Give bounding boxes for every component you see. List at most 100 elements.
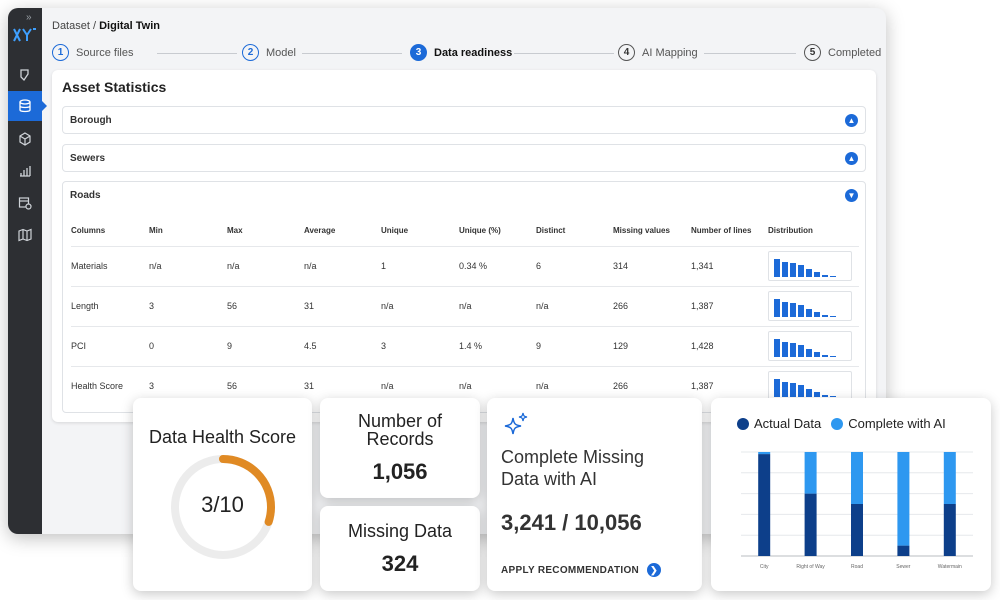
column-header: Distribution <box>768 226 813 236</box>
card-title-line1: Number of <box>357 411 443 431</box>
sidebar-item-model[interactable] <box>8 124 42 154</box>
number-of-records-card: Number of Records 1,056 <box>320 398 480 498</box>
step-connector <box>302 53 402 54</box>
card-title: Data Health Score <box>148 427 297 447</box>
apply-recommendation-button[interactable]: APPLY RECOMMENDATION ❯ <box>501 563 662 577</box>
step-label: Completed <box>828 46 882 59</box>
bar-chart-icon <box>20 166 31 177</box>
legend-item-ai: Complete with AI <box>831 416 946 431</box>
legend-label: Actual Data <box>754 416 822 431</box>
card-title-line1: Complete Missing <box>501 447 645 467</box>
distribution-bar <box>806 349 812 357</box>
bar-ai-road <box>851 452 863 504</box>
distribution-bar <box>790 263 796 277</box>
chart-legend: Actual Data Complete with AI <box>737 416 956 431</box>
distribution-bar <box>830 316 836 317</box>
bar-actual-watermain <box>943 504 956 556</box>
stacked-bar-chart: City Right of Way Road Sewer Watermain <box>741 451 973 570</box>
step-label: Model <box>266 46 296 59</box>
sidebar-item-map[interactable] <box>8 220 42 250</box>
table-cell: n/a <box>536 285 613 326</box>
table-cell: 9 <box>536 325 613 366</box>
legend-swatch <box>737 417 749 430</box>
column-header: Unique <box>381 226 409 236</box>
legend-label: Complete with AI <box>848 416 946 431</box>
chevron-down-icon[interactable]: ▼ <box>845 189 858 202</box>
row-column-name: Length <box>71 285 149 326</box>
accordion-roads[interactable]: Roads ▼ Columns Min Max Average Unique U… <box>62 181 866 413</box>
distribution-bar <box>822 315 828 317</box>
sidebar-item-database[interactable] <box>8 91 47 121</box>
complete-with-ai-card: Complete Missing Data with AI 3,241 / 10… <box>487 398 702 591</box>
tag-icon <box>20 69 29 82</box>
chevron-up-icon[interactable]: ▲ <box>845 114 858 127</box>
active-indicator <box>42 101 47 111</box>
breadcrumb-separator: / <box>92 20 97 32</box>
sidebar: » <box>8 8 47 534</box>
step-number: 5 <box>804 44 821 61</box>
table-cell: 1,428 <box>691 325 768 366</box>
breadcrumb-current: Digital Twin <box>99 20 161 32</box>
x-tick-label: Sewer <box>896 564 911 570</box>
distribution-bar <box>798 265 804 277</box>
roads-statistics-table: Columns Min Max Average Unique Unique (%… <box>71 216 859 406</box>
accordion-sewers[interactable]: Sewers ▲ <box>62 144 866 172</box>
table-cell: n/a <box>304 245 381 286</box>
table-row: Materials n/a n/a n/a 1 0.34 % 6 314 1,341 <box>71 245 859 286</box>
distribution-bar <box>798 345 804 357</box>
step-model[interactable]: 2 Model <box>242 44 296 61</box>
step-data-readiness[interactable]: 3 Data readiness <box>410 44 512 61</box>
table-cell: 1.4 % <box>459 325 536 366</box>
step-source-files[interactable]: 1 Source files <box>52 44 133 61</box>
step-number: 3 <box>410 44 427 61</box>
column-header: Max <box>227 226 243 236</box>
step-ai-mapping[interactable]: 4 AI Mapping <box>618 44 698 61</box>
chevron-right-icon[interactable]: ❯ <box>647 563 662 577</box>
table-cell: 129 <box>613 325 691 366</box>
table-header-row: Columns Min Max Average Unique Unique (%… <box>71 216 859 246</box>
distribution-sparkline <box>768 291 852 321</box>
distribution-bar <box>798 385 804 398</box>
distribution-bar <box>774 379 780 398</box>
distribution-bar <box>790 343 796 357</box>
distribution-bar <box>782 262 788 277</box>
column-header: Columns <box>71 226 106 236</box>
sidebar-item-calendar[interactable] <box>8 188 42 218</box>
step-completed[interactable]: 5 Completed <box>804 44 881 61</box>
accordion-header[interactable]: Roads <box>70 189 101 201</box>
accordion-borough[interactable]: Borough ▲ <box>62 106 866 134</box>
distribution-cell <box>768 245 859 286</box>
chevron-up-icon[interactable]: ▲ <box>845 152 858 165</box>
missing-data-card: Missing Data 324 <box>320 506 480 591</box>
bar-actual-city <box>758 454 771 556</box>
panel-title: Asset Statistics <box>62 79 167 95</box>
distribution-bar <box>814 272 820 277</box>
sidebar-item-tag[interactable] <box>8 60 42 90</box>
sidebar-item-analytics[interactable] <box>8 156 42 186</box>
distribution-bar <box>830 276 836 277</box>
distribution-cell <box>768 325 859 366</box>
card-title: Missing Data <box>347 521 453 541</box>
distribution-sparkline <box>768 371 852 402</box>
distribution-bar <box>806 269 812 277</box>
table-cell: 266 <box>613 285 691 326</box>
column-header: Average <box>304 226 336 236</box>
row-column-name: PCI <box>71 325 149 366</box>
table-cell: n/a <box>149 245 227 286</box>
table-cell: 6 <box>536 245 613 286</box>
expand-sidebar-icon[interactable]: » <box>26 12 32 23</box>
accordion-header[interactable]: Sewers <box>70 152 106 164</box>
distribution-bar <box>806 389 812 398</box>
bar-ai-right-of-way <box>804 452 817 494</box>
breadcrumb: Dataset / Digital Twin <box>52 20 160 32</box>
accordion-header[interactable]: Borough <box>70 114 112 126</box>
distribution-sparkline <box>768 251 852 281</box>
distribution-bar <box>822 275 828 277</box>
table-cell: 0 <box>149 325 227 366</box>
distribution-bar <box>822 395 828 398</box>
breadcrumb-parent[interactable]: Dataset <box>52 20 90 32</box>
table-cell: 31 <box>304 285 381 326</box>
table-cell: 9 <box>227 325 304 366</box>
column-header: Min <box>149 226 163 236</box>
bar-ai-city <box>758 452 771 455</box>
